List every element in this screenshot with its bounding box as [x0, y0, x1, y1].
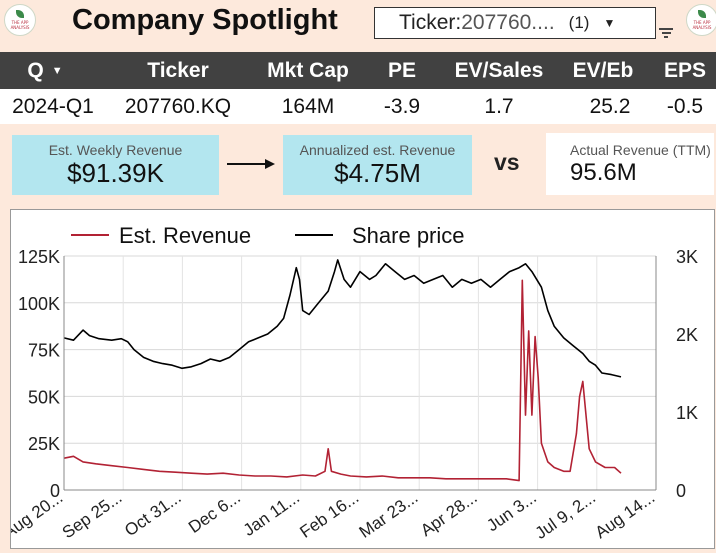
cell-ticker: 207760.KQ	[124, 94, 232, 118]
page-title: Company Spotlight	[72, 4, 338, 36]
column-header-ticker: Ticker	[147, 58, 209, 82]
kpi-annualized-value: $4.75M	[334, 158, 421, 188]
caret-down-icon: ▼	[603, 16, 616, 30]
column-header-eps: EPS	[663, 58, 707, 82]
kpi-weekly-label: Est. Weekly Revenue	[48, 142, 183, 158]
column-header-q[interactable]: Q ▼	[0, 52, 90, 89]
x-tick-label: Jul 9, 2...	[532, 488, 599, 543]
y-left-tick-label: 25K	[28, 434, 60, 454]
column-header-pe: PE	[387, 58, 416, 82]
x-tick-label: Sep 25...	[59, 488, 126, 543]
cell-q: 2024-Q1	[12, 94, 94, 118]
column-header-mktcap: Mkt Cap	[267, 58, 349, 82]
logo-left-text: THE APP ANALYSIS	[10, 20, 30, 30]
kpi-actual-label: Actual Revenue (TTM)	[570, 142, 711, 158]
filter-icon[interactable]	[659, 28, 673, 40]
series-line-share-price	[63, 259, 622, 378]
vs-label: vs	[494, 149, 520, 175]
y-right-tick-label: 0	[676, 481, 686, 501]
series-line-est-revenue	[63, 279, 622, 482]
y-right-tick-label: 2K	[676, 325, 698, 345]
cell-pe: -3.9	[383, 94, 421, 118]
y-left-tick-label: 125K	[18, 247, 60, 267]
y-left-tick-label: 50K	[28, 387, 60, 407]
leaf-icon	[16, 10, 24, 18]
ticker-dropdown[interactable]: Ticker: 207760.... (1) ▼	[374, 7, 656, 39]
x-tick-label: Aug 14...	[592, 488, 659, 543]
kpi-weekly-revenue: Est. Weekly Revenue $91.39K	[12, 135, 219, 195]
x-tick-label: Dec 6...	[185, 488, 244, 537]
kpi-weekly-value: $91.39K	[67, 158, 164, 188]
column-header-eveb: EV/Eb	[572, 58, 634, 82]
x-tick-label: Feb 16...	[296, 488, 362, 542]
kpi-annualized-revenue: Annualized est. Revenue $4.75M	[283, 135, 472, 195]
y-left-tick-label: 100K	[18, 294, 60, 314]
legend-revenue-label: Est. Revenue	[119, 223, 251, 248]
cell-eveb: 25.2	[589, 94, 631, 118]
cell-eps: -0.5	[666, 94, 704, 118]
y-right-tick-label: 3K	[676, 247, 698, 267]
ticker-value: 207760....	[461, 11, 555, 34]
y-right-tick-label: 1K	[676, 403, 698, 423]
chart-panel: 0 25K 50K 75K 100K 125K 0 1K 2K 3K Aug 20... Sep 25…	[0, 209, 715, 549]
revenue-price-chart: 0 25K 50K 75K 100K 125K 0 1K 2K 3K Aug 20...Sep 25…	[0, 223, 698, 543]
x-tick-label: Aug 20...	[11, 488, 66, 543]
logo-right-text: THE APP ANALYSIS	[692, 20, 712, 30]
x-tick-label: Mar 23...	[356, 488, 422, 542]
x-tick-label: Oct 31...	[121, 488, 185, 540]
column-q-label: Q	[27, 58, 44, 82]
kpi-annualized-label: Annualized est. Revenue	[299, 142, 456, 158]
kpi-actual-revenue: Actual Revenue (TTM) 95.6M	[546, 133, 714, 195]
x-tick-label: Apr 28...	[417, 488, 481, 540]
logo-right: THE APP ANALYSIS	[686, 4, 716, 36]
leaf-icon	[698, 10, 706, 18]
ticker-label: Ticker:	[399, 11, 462, 34]
y-left-tick-label: 0	[50, 481, 60, 501]
cell-mktcap: 164M	[281, 94, 335, 118]
table-header: Q ▼ Ticker Mkt Cap PE EV/Sales EV/Eb EPS	[0, 52, 716, 89]
kpi-actual-value: 95.6M	[570, 159, 637, 186]
x-tick-label: Jan 11...	[240, 488, 303, 540]
arrow-right-icon	[227, 159, 275, 169]
legend-price-label: Share price	[352, 223, 465, 248]
ticker-count: (1)	[568, 13, 590, 32]
column-header-evsales: EV/Sales	[454, 58, 544, 82]
logo-left: THE APP ANALYSIS	[4, 4, 36, 36]
table-row: 2024-Q1 207760.KQ 164M -3.9 1.7 25.2 -0.…	[0, 89, 716, 124]
y-left-tick-label: 75K	[28, 341, 60, 361]
cell-evsales: 1.7	[484, 94, 514, 118]
caret-down-icon: ▼	[51, 64, 63, 77]
